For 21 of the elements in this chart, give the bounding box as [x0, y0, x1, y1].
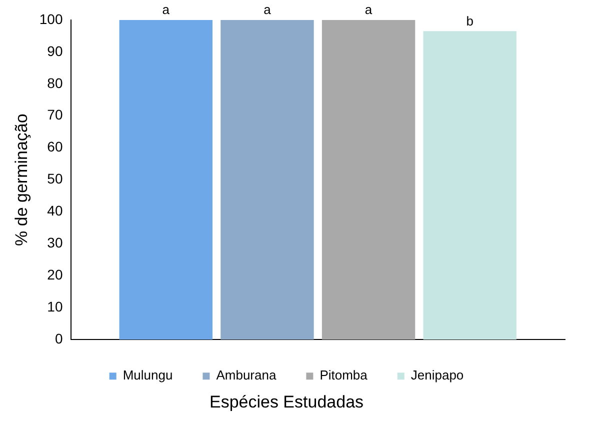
y-tick-label: 70 — [47, 106, 63, 123]
y-tick-label: 80 — [47, 74, 63, 91]
legend-label: Jenipapo — [410, 368, 464, 383]
y-axis-title: % de germinação — [12, 114, 31, 246]
legend-label: Mulungu — [122, 368, 173, 383]
annotation: b — [466, 13, 474, 28]
y-tick-label: 60 — [47, 138, 63, 155]
y-tick-label: 50 — [47, 170, 63, 187]
y-tick-label: 100 — [39, 10, 63, 27]
y-tick-label: 0 — [54, 330, 63, 346]
x-axis-title: Espécies Estudadas — [209, 392, 364, 412]
legend-label: Amburana — [216, 368, 277, 383]
y-tick-label: 40 — [47, 202, 63, 219]
text: a — [264, 2, 272, 18]
y-tick-label: 20 — [47, 266, 63, 283]
y-tick-label: 10 — [47, 298, 63, 314]
text: a — [364, 2, 373, 18]
legend-label: Pitomba — [320, 368, 368, 383]
y-tick-label: 30 — [47, 234, 63, 251]
y-tick-label: 90 — [47, 42, 63, 59]
text: a — [162, 2, 170, 18]
